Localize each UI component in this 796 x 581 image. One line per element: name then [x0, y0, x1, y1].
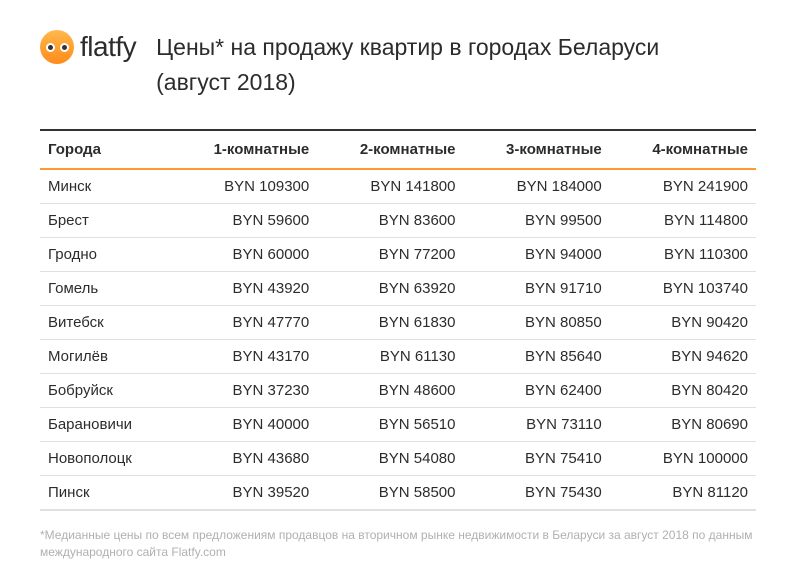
page-title: Цены* на продажу квартир в городах Белар…: [156, 30, 659, 99]
table-row: МинскBYN 109300BYN 141800BYN 184000BYN 2…: [40, 169, 756, 204]
table-row: БрестBYN 59600BYN 83600BYN 99500BYN 1148…: [40, 204, 756, 238]
cell-price: BYN 58500: [317, 476, 463, 511]
cell-city: Могилёв: [40, 340, 171, 374]
cell-price: BYN 103740: [610, 272, 756, 306]
cell-price: BYN 43170: [171, 340, 317, 374]
cell-price: BYN 90420: [610, 306, 756, 340]
price-table: Города 1-комнатные 2-комнатные 3-комнатн…: [40, 129, 756, 511]
col-4room: 4-комнатные: [610, 130, 756, 169]
col-3room: 3-комнатные: [463, 130, 609, 169]
cell-city: Пинск: [40, 476, 171, 511]
cell-price: BYN 184000: [463, 169, 609, 204]
footnote: *Медианные цены по всем предложениям про…: [40, 527, 756, 561]
table-row: ГомельBYN 43920BYN 63920BYN 91710BYN 103…: [40, 272, 756, 306]
cell-price: BYN 63920: [317, 272, 463, 306]
cell-price: BYN 100000: [610, 442, 756, 476]
col-1room: 1-комнатные: [171, 130, 317, 169]
page-container: flatfy Цены* на продажу квартир в города…: [0, 0, 796, 581]
cell-price: BYN 109300: [171, 169, 317, 204]
col-city: Города: [40, 130, 171, 169]
cell-city: Барановичи: [40, 408, 171, 442]
cell-price: BYN 91710: [463, 272, 609, 306]
logo-text: flatfy: [80, 31, 136, 63]
cell-price: BYN 39520: [171, 476, 317, 511]
title-line-2: (август 2018): [156, 69, 296, 95]
cell-city: Витебск: [40, 306, 171, 340]
title-line-1: Цены* на продажу квартир в городах Белар…: [156, 34, 659, 60]
cell-price: BYN 47770: [171, 306, 317, 340]
table-header-row: Города 1-комнатные 2-комнатные 3-комнатн…: [40, 130, 756, 169]
table-body: МинскBYN 109300BYN 141800BYN 184000BYN 2…: [40, 169, 756, 510]
logo: flatfy: [40, 30, 136, 64]
cell-price: BYN 80850: [463, 306, 609, 340]
cell-price: BYN 75410: [463, 442, 609, 476]
logo-icon: [40, 30, 74, 64]
cell-price: BYN 60000: [171, 238, 317, 272]
cell-price: BYN 48600: [317, 374, 463, 408]
cell-price: BYN 75430: [463, 476, 609, 511]
table-row: ВитебскBYN 47770BYN 61830BYN 80850BYN 90…: [40, 306, 756, 340]
cell-price: BYN 80690: [610, 408, 756, 442]
cell-price: BYN 43920: [171, 272, 317, 306]
cell-price: BYN 114800: [610, 204, 756, 238]
cell-price: BYN 56510: [317, 408, 463, 442]
col-2room: 2-комнатные: [317, 130, 463, 169]
table-row: БарановичиBYN 40000BYN 56510BYN 73110BYN…: [40, 408, 756, 442]
cell-price: BYN 73110: [463, 408, 609, 442]
cell-price: BYN 43680: [171, 442, 317, 476]
cell-price: BYN 94000: [463, 238, 609, 272]
cell-price: BYN 99500: [463, 204, 609, 238]
cell-price: BYN 80420: [610, 374, 756, 408]
cell-price: BYN 40000: [171, 408, 317, 442]
cell-price: BYN 241900: [610, 169, 756, 204]
table-row: ГродноBYN 60000BYN 77200BYN 94000BYN 110…: [40, 238, 756, 272]
cell-city: Гродно: [40, 238, 171, 272]
cell-city: Новополоцк: [40, 442, 171, 476]
cell-city: Бобруйск: [40, 374, 171, 408]
cell-city: Минск: [40, 169, 171, 204]
cell-price: BYN 83600: [317, 204, 463, 238]
table-row: ПинскBYN 39520BYN 58500BYN 75430BYN 8112…: [40, 476, 756, 511]
cell-price: BYN 110300: [610, 238, 756, 272]
table-row: НовополоцкBYN 43680BYN 54080BYN 75410BYN…: [40, 442, 756, 476]
cell-price: BYN 61830: [317, 306, 463, 340]
cell-price: BYN 54080: [317, 442, 463, 476]
cell-price: BYN 94620: [610, 340, 756, 374]
cell-price: BYN 81120: [610, 476, 756, 511]
cell-price: BYN 61130: [317, 340, 463, 374]
header: flatfy Цены* на продажу квартир в города…: [40, 30, 756, 99]
table-row: БобруйскBYN 37230BYN 48600BYN 62400BYN 8…: [40, 374, 756, 408]
cell-city: Брест: [40, 204, 171, 238]
cell-price: BYN 77200: [317, 238, 463, 272]
table-row: МогилёвBYN 43170BYN 61130BYN 85640BYN 94…: [40, 340, 756, 374]
cell-price: BYN 141800: [317, 169, 463, 204]
cell-price: BYN 62400: [463, 374, 609, 408]
cell-city: Гомель: [40, 272, 171, 306]
cell-price: BYN 85640: [463, 340, 609, 374]
cell-price: BYN 37230: [171, 374, 317, 408]
cell-price: BYN 59600: [171, 204, 317, 238]
